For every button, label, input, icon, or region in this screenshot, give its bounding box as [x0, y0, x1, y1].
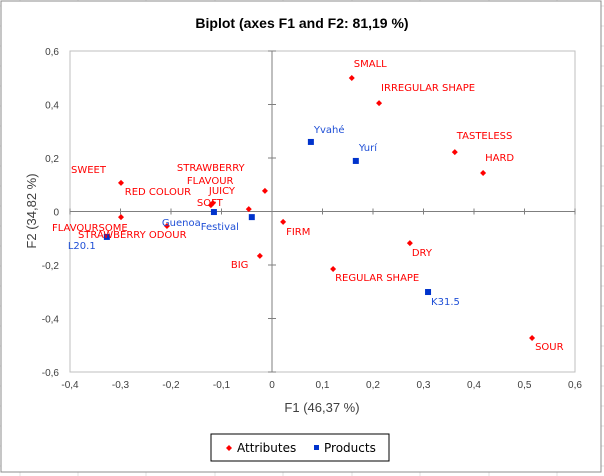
x-tick-label: -0,4 — [61, 380, 79, 391]
x-tick-label: 0,3 — [417, 380, 431, 391]
attribute-label: RED COLOUR — [125, 187, 191, 198]
y-tick-label: 0,2 — [45, 154, 59, 165]
attribute-point[interactable] — [261, 187, 268, 194]
data-labels: SMALL IRREGULAR SHAPE TASTELESS HARD SWEET ST… — [52, 59, 564, 353]
attribute-label: JUICY — [208, 186, 236, 197]
x-axis-title: F1 (46,37 %) — [284, 400, 359, 415]
legend-attributes-marker-icon — [226, 445, 232, 451]
attribute-label: SOFT — [197, 198, 224, 209]
product-point[interactable] — [352, 157, 359, 164]
legend[interactable]: Attributes Products — [210, 433, 390, 462]
y-tick-label: 0,4 — [45, 101, 59, 112]
y-tick-label: -0,4 — [42, 315, 60, 326]
attribute-label: FLAVOURSOME — [52, 223, 128, 234]
product-label: Festival — [201, 222, 239, 233]
attribute-point[interactable] — [376, 100, 383, 107]
attribute-point[interactable] — [529, 335, 536, 342]
x-tick-label: -0,3 — [112, 380, 130, 391]
product-point[interactable] — [307, 138, 314, 145]
x-tick-label: 0,6 — [568, 380, 582, 391]
attribute-point[interactable] — [480, 169, 487, 176]
x-tick-label: 0,4 — [467, 380, 481, 391]
attribute-label: IRREGULAR SHAPE — [381, 83, 475, 94]
product-point[interactable] — [248, 214, 255, 221]
legend-attributes-label: Attributes — [237, 441, 296, 455]
x-tick-label: 0 — [269, 380, 275, 391]
attribute-label: FIRM — [286, 227, 310, 238]
attribute-point[interactable] — [118, 214, 125, 221]
data-points — [103, 75, 536, 342]
x-tick-label: 0,1 — [316, 380, 330, 391]
attribute-label: SOUR — [535, 342, 564, 353]
attribute-label: STRAWBERRY ODOUR — [78, 230, 187, 241]
y-tick-label: -0,6 — [42, 368, 60, 379]
legend-products-marker-icon — [314, 445, 319, 450]
x-tick-label: -0,1 — [213, 380, 231, 391]
y-tick-label: 0 — [53, 208, 59, 219]
product-point[interactable] — [210, 209, 217, 216]
product-label: Guenoa — [162, 218, 201, 229]
product-label: L20.1 — [68, 241, 96, 252]
attribute-label: BIG — [231, 260, 249, 271]
chart-title: Biplot (axes F1 and F2: 81,19 %) — [195, 15, 408, 31]
attribute-point[interactable] — [348, 75, 355, 82]
x-axis-ticks: -0,4 -0,3 -0,2 -0,1 0 0,1 0,2 0,3 0,4 0,5 0,6 — [61, 380, 582, 391]
attribute-label: SMALL — [354, 59, 387, 70]
product-point[interactable] — [425, 289, 432, 296]
attribute-point[interactable] — [280, 218, 287, 225]
attribute-point[interactable] — [256, 252, 263, 259]
attribute-label: STRAWBERRY FLAVOUR — [177, 163, 246, 187]
product-label: Yvahé — [313, 124, 345, 136]
attribute-label: HARD — [485, 153, 514, 164]
x-tick-label: 0,5 — [518, 380, 532, 391]
legend-products-label: Products — [324, 441, 376, 455]
attribute-label: REGULAR SHAPE — [335, 273, 419, 284]
attribute-point[interactable] — [118, 179, 125, 186]
y-tick-label: -0,2 — [42, 261, 60, 272]
y-axis-title: F2 (34,82 %) — [24, 173, 39, 248]
y-axis-ticks: 0,6 0,4 0,2 0 -0,2 -0,4 -0,6 — [42, 47, 60, 379]
y-tick-label: 0,6 — [45, 47, 59, 58]
product-label: K31.5 — [431, 297, 460, 308]
attribute-label: DRY — [412, 248, 433, 259]
attribute-label: SWEET — [71, 165, 107, 176]
attribute-point[interactable] — [451, 149, 458, 156]
axes — [69, 50, 576, 373]
attribute-point[interactable] — [330, 266, 337, 273]
attribute-label: TASTELESS — [456, 131, 513, 142]
attribute-point[interactable] — [245, 206, 252, 213]
x-tick-label: -0,2 — [162, 380, 180, 391]
product-point[interactable] — [103, 233, 110, 240]
x-tick-label: 0,2 — [366, 380, 380, 391]
attribute-point[interactable] — [163, 222, 170, 229]
product-label: Yurí — [358, 142, 378, 154]
attribute-point[interactable] — [406, 240, 413, 247]
attribute-point[interactable] — [207, 202, 214, 209]
legend-box — [210, 433, 390, 462]
